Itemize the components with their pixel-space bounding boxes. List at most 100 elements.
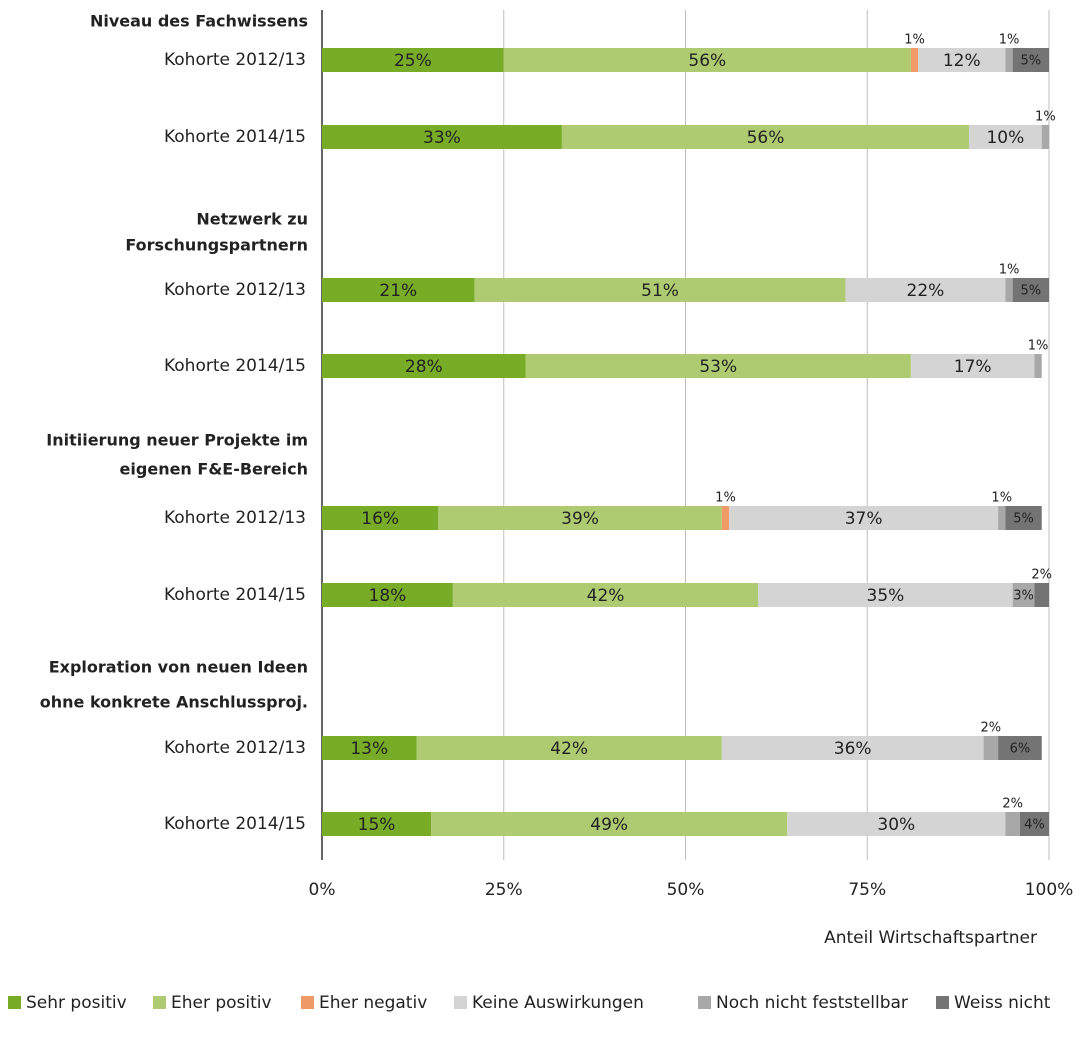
value-label: 42% [587, 586, 625, 606]
bar-segment [322, 48, 504, 72]
value-label: 25% [394, 51, 432, 71]
bar-segment [452, 583, 759, 607]
bar-segment [998, 506, 1006, 530]
bar-segment [525, 354, 911, 378]
bar-segment [322, 278, 475, 302]
legend-swatch [153, 996, 166, 1009]
legend-label: Sehr positiv [26, 993, 127, 1013]
value-label: 1% [1028, 339, 1049, 354]
bar-segment [1005, 278, 1013, 302]
bar-segment [416, 736, 722, 760]
group-title: eigenen F&E-Bereich [120, 460, 308, 479]
value-label: 16% [361, 509, 399, 529]
value-label: 4% [1024, 818, 1045, 833]
bar-segment [322, 812, 432, 836]
value-label: 15% [358, 815, 396, 835]
group-title: Netzwerk zu [196, 210, 308, 229]
bar-segment [729, 506, 999, 530]
value-label: 1% [991, 491, 1012, 506]
value-label: 5% [1013, 512, 1034, 527]
group-title: Forschungspartnern [125, 236, 308, 255]
value-label: 53% [699, 357, 737, 377]
category-label: Kohorte 2012/13 [164, 50, 306, 70]
value-label: 2% [1002, 797, 1023, 812]
value-label: 22% [907, 281, 945, 301]
bar-segment [969, 125, 1042, 149]
value-label: 1% [999, 263, 1020, 278]
value-label: 2% [1031, 568, 1052, 583]
value-label: 49% [590, 815, 628, 835]
x-tick-label: 100% [1025, 880, 1074, 900]
bar-segment [1019, 812, 1049, 836]
value-label: 37% [845, 509, 883, 529]
legend-swatch [301, 996, 314, 1009]
bar-segment [1012, 278, 1049, 302]
bar-segment [983, 736, 999, 760]
bar-segment [910, 48, 919, 72]
bar-segment [1005, 506, 1042, 530]
bar-segment [1012, 583, 1035, 607]
bar-segment [322, 506, 439, 530]
bar-segment [561, 125, 970, 149]
bar-segment [1041, 125, 1049, 149]
bar-segment [322, 354, 526, 378]
group-title: Niveau des Fachwissens [90, 12, 308, 31]
bar-segment [474, 278, 846, 302]
value-label: 28% [405, 357, 443, 377]
value-label: 13% [350, 739, 388, 759]
value-label: 2% [981, 721, 1002, 736]
bar-segment [721, 736, 984, 760]
bar-segment [998, 736, 1042, 760]
value-label: 33% [423, 128, 461, 148]
value-label: 1% [715, 491, 736, 506]
value-label: 1% [999, 33, 1020, 48]
legend-label: Keine Auswirkungen [472, 993, 644, 1013]
category-label: Kohorte 2014/15 [164, 127, 306, 147]
value-label: 17% [954, 357, 992, 377]
value-label: 18% [369, 586, 407, 606]
legend-label: Noch nicht feststellbar [716, 993, 908, 1013]
bar-segment [438, 506, 722, 530]
value-label: 21% [379, 281, 417, 301]
bar-segment [1012, 48, 1049, 72]
legend-label: Weiss nicht [954, 993, 1051, 1013]
bar-segment [431, 812, 788, 836]
category-label: Kohorte 2014/15 [164, 814, 306, 834]
bar-segment [845, 278, 1006, 302]
value-label: 3% [1013, 589, 1034, 604]
value-label: 56% [688, 51, 726, 71]
bar-segment [758, 583, 1013, 607]
bar-segment [322, 736, 417, 760]
x-tick-label: 25% [485, 880, 523, 900]
bar-segment [1034, 354, 1042, 378]
value-label: 1% [904, 33, 925, 48]
value-label: 51% [641, 281, 679, 301]
value-label: 10% [986, 128, 1024, 148]
value-label: 39% [561, 509, 599, 529]
value-label: 1% [1035, 110, 1056, 125]
value-label: 5% [1021, 54, 1042, 69]
group-title: ohne konkrete Anschlussproj. [40, 693, 308, 712]
legend-swatch [454, 996, 467, 1009]
value-label: 36% [834, 739, 872, 759]
value-label: 5% [1021, 284, 1042, 299]
x-tick-label: 50% [667, 880, 705, 900]
bar-segment [1034, 583, 1049, 607]
legend-label: Eher positiv [171, 993, 272, 1013]
bar-segment [918, 48, 1006, 72]
x-axis-label: Anteil Wirtschaftspartner [824, 928, 1037, 948]
bar-segment [503, 48, 911, 72]
value-label: 6% [1010, 742, 1031, 757]
bar-segment [910, 354, 1035, 378]
group-title: Initiierung neuer Projekte im [46, 431, 308, 450]
bar-segment [1005, 812, 1020, 836]
category-label: Kohorte 2014/15 [164, 356, 306, 376]
legend-swatch [698, 996, 711, 1009]
legend-label: Eher negativ [319, 993, 427, 1013]
category-label: Kohorte 2012/13 [164, 738, 306, 758]
category-label: Kohorte 2012/13 [164, 280, 306, 300]
bar-segment [322, 125, 562, 149]
bar-segment [721, 506, 730, 530]
x-tick-label: 0% [309, 880, 336, 900]
